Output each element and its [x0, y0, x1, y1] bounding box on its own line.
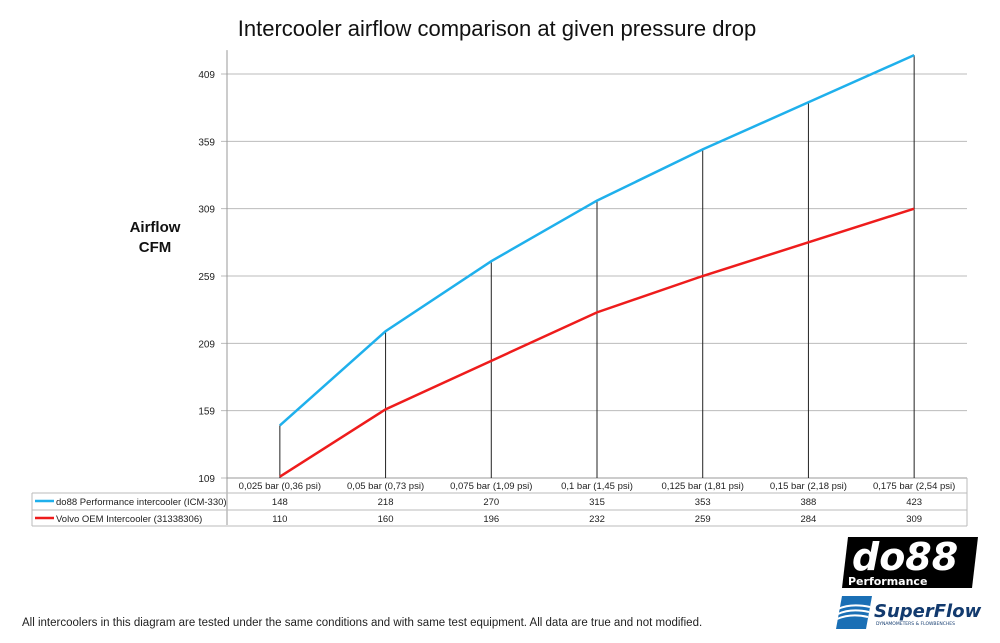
chart-title: Intercooler airflow comparison at given …: [237, 16, 757, 41]
y-tick-label: 359: [198, 137, 215, 148]
svg-text:do88: do88: [852, 535, 958, 579]
data-label: 160: [378, 514, 394, 525]
x-tick-label: 0,075 bar (1,09 psi): [450, 481, 532, 492]
data-label: 270: [483, 497, 499, 508]
footer-note: All intercoolers in this diagram are tes…: [22, 617, 703, 629]
svg-text:SuperFlow: SuperFlow: [874, 601, 982, 622]
svg-text:DYNAMOMETERS & FLOWBENCHES: DYNAMOMETERS & FLOWBENCHES: [876, 621, 955, 627]
x-tick-label: 0,15 bar (2,18 psi): [770, 481, 847, 492]
x-tick-label: 0,1 bar (1,45 psi): [561, 481, 633, 492]
y-tick-label: 209: [198, 339, 215, 350]
x-tick-label: 0,175 bar (2,54 psi): [873, 481, 955, 492]
legend-label: Volvo OEM Intercooler (31338306): [56, 514, 202, 525]
data-label: 218: [378, 497, 394, 508]
data-label: 110: [272, 514, 287, 525]
data-label: 309: [906, 514, 922, 525]
do88-logo: do88 Performance: [842, 535, 978, 588]
x-tick-label: 0,05 bar (0,73 psi): [347, 481, 424, 492]
data-label: 284: [800, 514, 816, 525]
y-axis-label-line2: CFM: [138, 239, 172, 256]
data-label: 196: [483, 514, 499, 525]
data-label: 423: [906, 497, 922, 508]
y-tick-label: 159: [198, 407, 215, 418]
y-axis-label-line1: Airflow: [129, 219, 181, 236]
x-tick-label: 0,025 bar (0,36 psi): [239, 481, 321, 492]
data-label: 232: [589, 514, 605, 525]
data-label: 148: [272, 497, 288, 508]
data-label: 353: [695, 497, 711, 508]
superflow-logo: SuperFlow DYNAMOMETERS & FLOWBENCHES: [836, 596, 982, 629]
data-label: 388: [800, 497, 816, 508]
x-tick-label: 0,125 bar (1,81 psi): [662, 481, 744, 492]
y-tick-label: 409: [198, 70, 215, 81]
y-tick-label: 259: [198, 272, 215, 283]
data-label: 259: [695, 514, 711, 525]
y-axis-label: Airflow CFM: [110, 218, 200, 258]
data-label: 315: [589, 497, 605, 508]
legend-label: do88 Performance intercooler (ICM-330): [56, 497, 227, 508]
svg-text:Performance: Performance: [848, 575, 927, 588]
y-tick-label: 309: [198, 205, 215, 216]
y-tick-label: 109: [198, 474, 215, 485]
